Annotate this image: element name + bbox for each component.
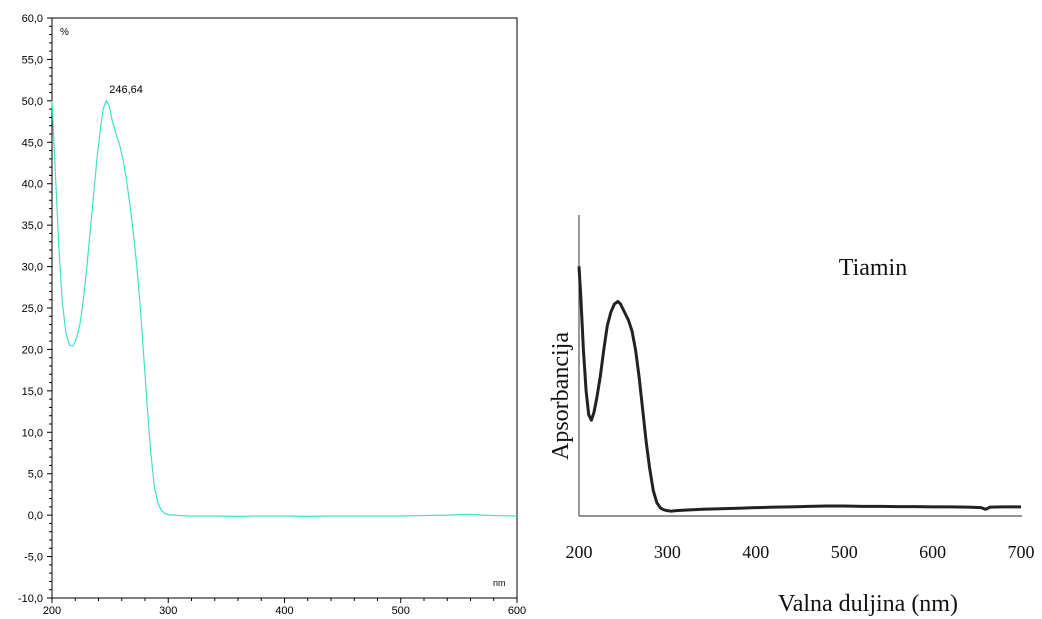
- right-x-tick-label: 600: [919, 542, 946, 562]
- right-x-tick-label: 400: [742, 542, 769, 562]
- left-x-tick-label: 300: [159, 605, 177, 617]
- left-y-tick-label: -10,0: [18, 593, 43, 605]
- right-y-axis-title: Apsorbancija: [548, 332, 574, 460]
- right-chart-title: Tiamin: [839, 255, 907, 281]
- left-y-tick-label: 5,0: [28, 469, 43, 481]
- left-y-tick-label: 15,0: [22, 386, 43, 398]
- left-y-tick-label: 55,0: [22, 54, 43, 66]
- left-y-tick-label: 10,0: [22, 427, 43, 439]
- left-y-tick-label: -5,0: [24, 552, 43, 564]
- right-x-tick-label: 500: [831, 542, 858, 562]
- right-spectrum-line: [577, 266, 1021, 513]
- left-x-axis: 200 300 400 500 600: [43, 598, 526, 617]
- left-y-tick-label: 30,0: [22, 262, 43, 274]
- left-y-axis: -10,0 -5,0 0,0 5,0 10,0 15,0 20,0 25,0 30,0 35,0 4…: [18, 13, 52, 605]
- right-x-tick-label: 300: [654, 542, 681, 562]
- left-y-unit-label: %: [60, 27, 69, 38]
- right-x-axis: 200 300 400 500 600 700: [566, 542, 1035, 562]
- right-x-tick-label: 700: [1008, 542, 1035, 562]
- left-y-tick-label: 45,0: [22, 137, 43, 149]
- left-y-tick-label: 50,0: [22, 96, 43, 108]
- left-y-tick-label: 25,0: [22, 303, 43, 315]
- left-x-tick-label: 500: [392, 605, 410, 617]
- left-plot-frame: [51, 17, 518, 599]
- left-spectrum-chart: -10,0 -5,0 0,0 5,0 10,0 15,0 20,0 25,0 30,0 35,0 4…: [18, 13, 526, 617]
- left-y-tick-label: 35,0: [22, 220, 43, 232]
- left-x-tick-label: 200: [43, 605, 61, 617]
- left-y-tick-label: 0,0: [28, 510, 43, 522]
- left-y-tick-label: 20,0: [22, 344, 43, 356]
- left-x-tick-label: 600: [508, 605, 526, 617]
- right-spectrum-chart: 200 300 400 500 600 700 Tiamin Valna duljina …: [548, 215, 1035, 617]
- right-x-axis-title: Valna duljina (nm): [778, 591, 958, 617]
- peak-annotation: 246,64: [109, 84, 143, 96]
- left-spectrum-line: [51, 99, 518, 517]
- left-x-unit-label: nm: [493, 578, 506, 588]
- left-y-tick-label: 40,0: [22, 179, 43, 191]
- left-y-tick-label: 60,0: [22, 13, 43, 25]
- right-x-tick-label: 200: [566, 542, 593, 562]
- left-x-tick-label: 400: [275, 605, 293, 617]
